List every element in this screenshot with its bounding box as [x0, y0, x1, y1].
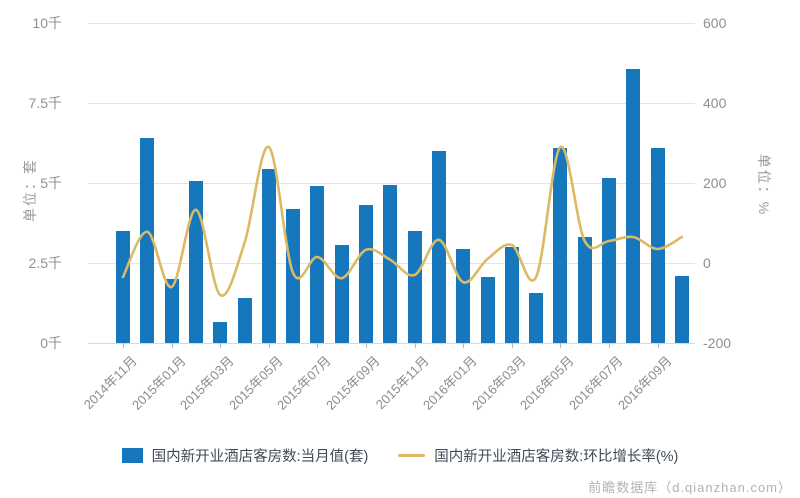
- x-axis-label: 2015年07月: [274, 353, 335, 413]
- legend-line-swatch-icon: [398, 454, 426, 457]
- bar-2015年04月: [237, 298, 252, 343]
- bar-2015年12月: [431, 151, 446, 343]
- bar-2016年08月: [626, 69, 641, 343]
- legend-item: 国内新开业酒店客房数:环比增长率(%): [398, 445, 678, 466]
- h-gridline: [88, 103, 695, 104]
- right-axis-tick-label: -200: [703, 335, 732, 351]
- right-axis-tick-label: 200: [703, 175, 727, 191]
- x-axis-tick: [511, 343, 513, 348]
- bar-2015年08月: [334, 245, 349, 343]
- left-axis-tick-label: 7.5千: [28, 95, 62, 111]
- bar-2015年10月: [383, 184, 398, 343]
- bar-2015年03月: [213, 322, 228, 343]
- bar-2016年09月: [650, 147, 665, 343]
- growth-rate-line: [121, 145, 684, 297]
- bar-2016年05月: [553, 147, 568, 343]
- bar-2016年07月: [602, 178, 616, 343]
- x-axis-tick: [414, 343, 416, 348]
- x-axis-tick: [123, 343, 124, 348]
- legend-label: 国内新开业酒店客房数:当月值(套): [151, 449, 369, 465]
- bar-2014年12月: [140, 138, 155, 343]
- bar-2015年01月: [164, 279, 179, 343]
- bar-2015年05月: [261, 168, 276, 343]
- bar-2016年04月: [529, 293, 544, 343]
- bar-2015年06月: [286, 208, 301, 343]
- right-axis-title: 单位：%: [756, 153, 772, 217]
- x-axis-label: 2016年01月: [420, 353, 480, 413]
- x-axis-line: [88, 343, 695, 344]
- x-axis-tick: [463, 343, 465, 348]
- bar-2016年01月: [456, 248, 471, 343]
- left-axis-tick-label: 5千: [40, 175, 62, 191]
- left-axis-tick-label: 10千: [32, 15, 62, 31]
- right-axis-tick-label: 400: [703, 95, 727, 111]
- left-axis-tick-label: 0千: [40, 335, 62, 351]
- x-axis-label: 2015年03月: [177, 353, 237, 413]
- legend-bar-swatch-icon: [121, 448, 143, 463]
- left-axis-tick-label: 2.5千: [28, 255, 62, 271]
- bar-2015年11月: [407, 231, 422, 343]
- right-axis-tick-label: 600: [703, 15, 727, 31]
- bar-2016年03月: [504, 247, 519, 343]
- x-axis-tick: [366, 343, 367, 348]
- legend-item: 国内新开业酒店客房数:当月值(套): [121, 445, 369, 466]
- bar-2016年02月: [480, 277, 495, 343]
- x-axis-tick: [609, 343, 610, 348]
- x-axis-tick: [657, 343, 659, 348]
- bar-2016年10月: [674, 275, 689, 343]
- watermark-text: 前瞻数据库（d.qianzhan.com）: [588, 480, 792, 495]
- left-axis-title: 单位：套: [22, 158, 38, 222]
- legend: 国内新开业酒店客房数:当月值(套) 国内新开业酒店客房数:环比增长率(%): [0, 445, 800, 466]
- bar-2014年11月: [116, 231, 130, 343]
- x-axis-tick: [171, 343, 173, 348]
- x-axis-tick: [317, 343, 319, 348]
- x-axis-label: 2014年11月: [80, 353, 140, 413]
- bar-2015年07月: [310, 186, 325, 343]
- bar-2015年02月: [188, 181, 203, 343]
- h-gridline: [88, 23, 695, 24]
- x-axis-tick: [560, 343, 562, 348]
- x-axis-tick: [220, 343, 222, 348]
- bar-2016年06月: [577, 237, 592, 343]
- legend-label: 国内新开业酒店客房数:环比增长率(%): [434, 449, 679, 465]
- right-axis-tick-label: 0: [703, 255, 711, 271]
- x-axis-label: 2016年05月: [517, 353, 578, 413]
- bar-2015年09月: [359, 205, 373, 343]
- x-axis-tick: [268, 343, 270, 348]
